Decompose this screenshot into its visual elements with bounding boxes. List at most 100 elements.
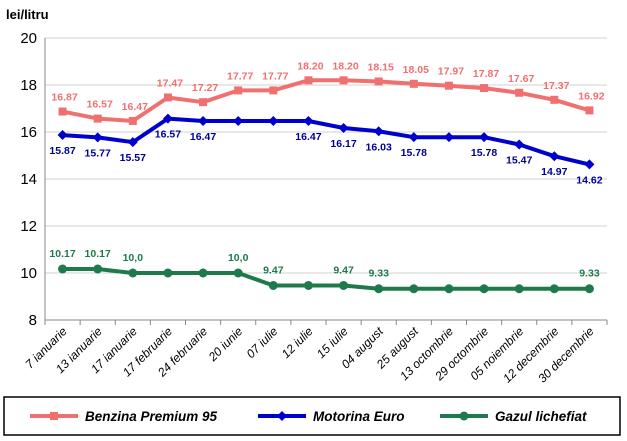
data-label: 17.87 [473, 68, 499, 80]
x-tick-label: 12 iulie [279, 324, 316, 361]
y-axis-title: lei/litru [6, 7, 49, 22]
data-label: 17.47 [157, 77, 183, 89]
data-point [57, 130, 68, 141]
data-label: 10,0 [228, 252, 249, 264]
data-point [339, 280, 349, 290]
y-tick-labels: 8 10 12 14 16 18 20 [20, 30, 37, 329]
data-label: 16.92 [578, 90, 604, 102]
data-point [199, 98, 208, 107]
data-point [549, 151, 560, 162]
data-label: 16.47 [190, 131, 216, 143]
legend-box [3, 396, 621, 436]
data-point [409, 79, 418, 88]
y-tick-label: 14 [20, 171, 37, 188]
data-point [374, 77, 383, 86]
data-label: 10,0 [123, 252, 144, 264]
series-line [62, 267, 590, 291]
data-point [374, 284, 384, 294]
data-point [163, 93, 172, 102]
data-label: 15.87 [49, 145, 75, 157]
data-point [268, 115, 279, 126]
data-labels: 16.87 16.57 16.47 17.47 17.27 17.77 17.77 18.20… [49, 60, 604, 279]
data-point [408, 132, 419, 143]
data-point [303, 280, 313, 290]
data-point [233, 115, 244, 126]
y-tick-label: 12 [20, 218, 37, 235]
data-label: 16.47 [295, 131, 321, 143]
legend-swatch-marker [277, 411, 287, 421]
y-tick-label: 10 [20, 265, 37, 282]
axes [44, 38, 608, 325]
legend-swatch-marker [50, 412, 58, 420]
data-point [128, 268, 138, 278]
data-label: 15.78 [471, 147, 497, 159]
data-point [127, 137, 138, 148]
data-label: 17.97 [438, 66, 464, 78]
legend-label: Benzina Premium 95 [85, 409, 218, 424]
data-label: 9.33 [368, 268, 389, 280]
data-label: 15.57 [120, 152, 146, 164]
data-point [479, 132, 490, 143]
data-label: 15.78 [401, 147, 427, 159]
data-label: 10.17 [49, 248, 75, 260]
series-line [62, 78, 590, 123]
x-tick-label: 07 iulie [244, 324, 281, 361]
series-lines [57, 76, 595, 294]
data-point [234, 86, 243, 95]
data-point [479, 284, 489, 294]
data-point [584, 284, 594, 294]
data-point [480, 84, 489, 93]
legend-swatch-marker [459, 411, 469, 421]
y-tick-label: 18 [20, 77, 37, 94]
data-label: 9.33 [579, 268, 600, 280]
data-label: 16.57 [87, 99, 113, 111]
data-point [93, 264, 103, 274]
data-label: 15.47 [506, 154, 532, 166]
data-point [550, 95, 559, 104]
legend-label: Motorina Euro [313, 409, 405, 424]
data-point [585, 106, 594, 115]
data-point [304, 76, 313, 85]
data-label: 17.27 [192, 82, 218, 94]
data-point [269, 86, 278, 95]
data-point [373, 126, 384, 137]
y-tick-label: 20 [20, 30, 37, 47]
data-point [233, 268, 243, 278]
data-point [444, 284, 454, 294]
data-label: 16.17 [330, 138, 356, 150]
data-point [163, 268, 173, 278]
y-tick-label: 16 [20, 124, 37, 141]
data-point [339, 76, 348, 85]
data-point [584, 159, 595, 170]
data-point [443, 132, 454, 143]
y-tick-label: 8 [29, 312, 37, 329]
data-point [162, 113, 173, 124]
data-point [93, 114, 102, 123]
data-label: 17.37 [543, 80, 569, 92]
data-label: 14.97 [541, 166, 567, 178]
data-point [514, 139, 525, 150]
data-label: 16.87 [51, 92, 77, 104]
data-label: 16.47 [122, 101, 148, 113]
data-point [515, 88, 524, 97]
data-label: 17.67 [508, 73, 534, 85]
data-point [198, 115, 209, 126]
data-label: 17.77 [227, 70, 253, 82]
data-label: 9.47 [263, 264, 284, 276]
data-point [198, 268, 208, 278]
data-point [58, 107, 67, 116]
data-label: 16.57 [155, 129, 181, 141]
data-label: 18.20 [297, 60, 323, 72]
data-point [268, 280, 278, 290]
data-point [303, 115, 314, 126]
data-point [92, 132, 103, 143]
x-tick-label: 20 iunie [205, 324, 246, 365]
data-point [58, 264, 68, 274]
data-label: 14.62 [576, 174, 602, 186]
data-label: 18.15 [368, 61, 394, 73]
data-point [444, 81, 453, 90]
series-line [62, 116, 590, 167]
data-label: 17.77 [262, 70, 288, 82]
data-point [338, 123, 349, 134]
